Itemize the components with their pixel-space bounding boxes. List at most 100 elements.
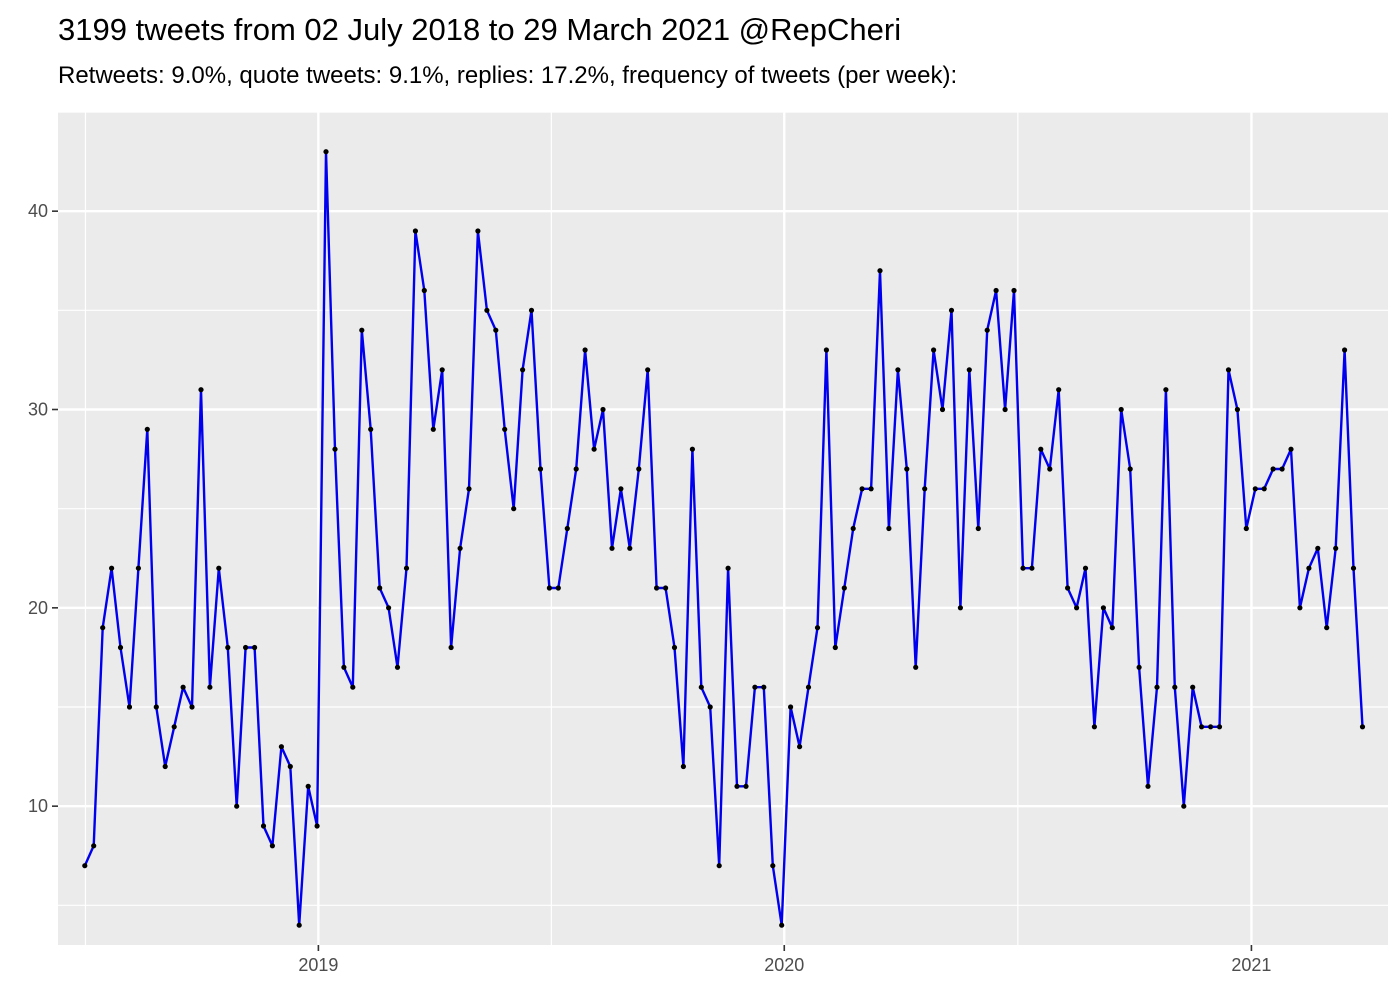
data-point xyxy=(752,684,758,690)
data-point xyxy=(144,426,150,432)
data-point xyxy=(466,486,472,492)
data-point xyxy=(1190,684,1196,690)
data-point xyxy=(135,565,141,571)
data-point xyxy=(1324,625,1330,631)
data-point xyxy=(1065,585,1071,591)
data-point xyxy=(671,644,678,651)
data-point xyxy=(171,724,177,730)
data-point xyxy=(993,287,999,294)
data-point xyxy=(528,307,535,313)
data-point xyxy=(430,426,436,432)
data-point xyxy=(287,763,293,770)
data-point xyxy=(1118,406,1124,413)
data-point xyxy=(546,585,553,591)
data-point xyxy=(939,406,946,413)
data-point xyxy=(1145,783,1151,789)
data-point xyxy=(126,704,133,710)
y-tick-label: 20 xyxy=(28,598,48,618)
data-point xyxy=(1154,684,1160,690)
data-point xyxy=(82,863,88,869)
data-point xyxy=(234,803,240,809)
data-point xyxy=(1047,466,1053,472)
data-point xyxy=(904,466,910,472)
data-point xyxy=(591,446,597,452)
x-tick-label: 2021 xyxy=(1231,955,1271,975)
data-point xyxy=(1208,724,1214,730)
data-point xyxy=(1216,724,1223,730)
data-point xyxy=(377,585,383,591)
data-point xyxy=(359,327,365,333)
data-point xyxy=(1074,605,1080,611)
data-point xyxy=(243,644,249,651)
data-point xyxy=(797,744,803,750)
data-point xyxy=(948,307,955,313)
data-point xyxy=(1288,446,1294,452)
data-point xyxy=(180,684,186,690)
data-point xyxy=(743,783,749,789)
data-point xyxy=(725,565,731,571)
data-point xyxy=(868,486,874,492)
x-tick-label: 2020 xyxy=(764,955,804,975)
data-point xyxy=(1020,565,1026,571)
data-point xyxy=(895,367,901,373)
data-point xyxy=(814,625,821,631)
data-point xyxy=(1333,545,1339,551)
data-point xyxy=(305,783,311,789)
data-point xyxy=(1342,347,1348,353)
data-point xyxy=(761,684,767,690)
data-point xyxy=(332,446,338,452)
data-point xyxy=(1297,605,1303,611)
data-point xyxy=(520,367,526,373)
data-point xyxy=(582,347,588,353)
data-point xyxy=(1243,525,1249,532)
data-point xyxy=(1225,367,1232,373)
data-point xyxy=(448,644,454,651)
data-point xyxy=(1350,565,1357,571)
data-point xyxy=(1270,466,1276,472)
data-point xyxy=(511,506,517,512)
data-point xyxy=(1136,664,1142,670)
data-point xyxy=(403,565,410,571)
data-point xyxy=(788,704,794,710)
data-point xyxy=(859,486,865,492)
data-point xyxy=(770,863,776,869)
data-point xyxy=(716,863,722,869)
chart-title: 3199 tweets from 02 July 2018 to 29 Marc… xyxy=(58,12,902,47)
data-point xyxy=(475,228,481,234)
data-point xyxy=(1056,387,1062,393)
data-point xyxy=(386,605,392,611)
data-point xyxy=(260,823,267,829)
data-point xyxy=(296,922,302,928)
data-point xyxy=(734,783,740,789)
data-point xyxy=(394,664,401,670)
data-point xyxy=(1011,287,1017,294)
data-point xyxy=(1163,387,1169,393)
data-point xyxy=(841,585,847,591)
y-axis: 10 20 30 40 xyxy=(28,201,58,816)
data-point xyxy=(823,347,830,353)
data-point xyxy=(207,684,213,690)
data-point xyxy=(1109,625,1115,631)
data-point xyxy=(1315,545,1321,551)
data-point xyxy=(645,367,651,373)
data-point xyxy=(698,684,704,690)
data-point xyxy=(689,446,696,452)
data-point xyxy=(216,565,222,571)
data-point xyxy=(162,763,168,770)
data-point xyxy=(198,387,204,393)
data-point xyxy=(707,704,713,710)
x-tick-label: 2019 xyxy=(298,955,338,975)
data-point xyxy=(1100,605,1106,611)
data-point xyxy=(555,585,561,591)
data-point xyxy=(805,684,812,690)
data-point xyxy=(1359,724,1366,730)
data-point xyxy=(484,307,490,313)
data-point xyxy=(109,565,115,571)
data-point xyxy=(1199,724,1205,730)
data-point xyxy=(537,466,544,472)
data-point xyxy=(957,605,964,611)
data-point xyxy=(1279,466,1285,472)
y-tick-label: 40 xyxy=(28,201,48,221)
data-point xyxy=(323,149,329,155)
data-point xyxy=(627,545,633,551)
